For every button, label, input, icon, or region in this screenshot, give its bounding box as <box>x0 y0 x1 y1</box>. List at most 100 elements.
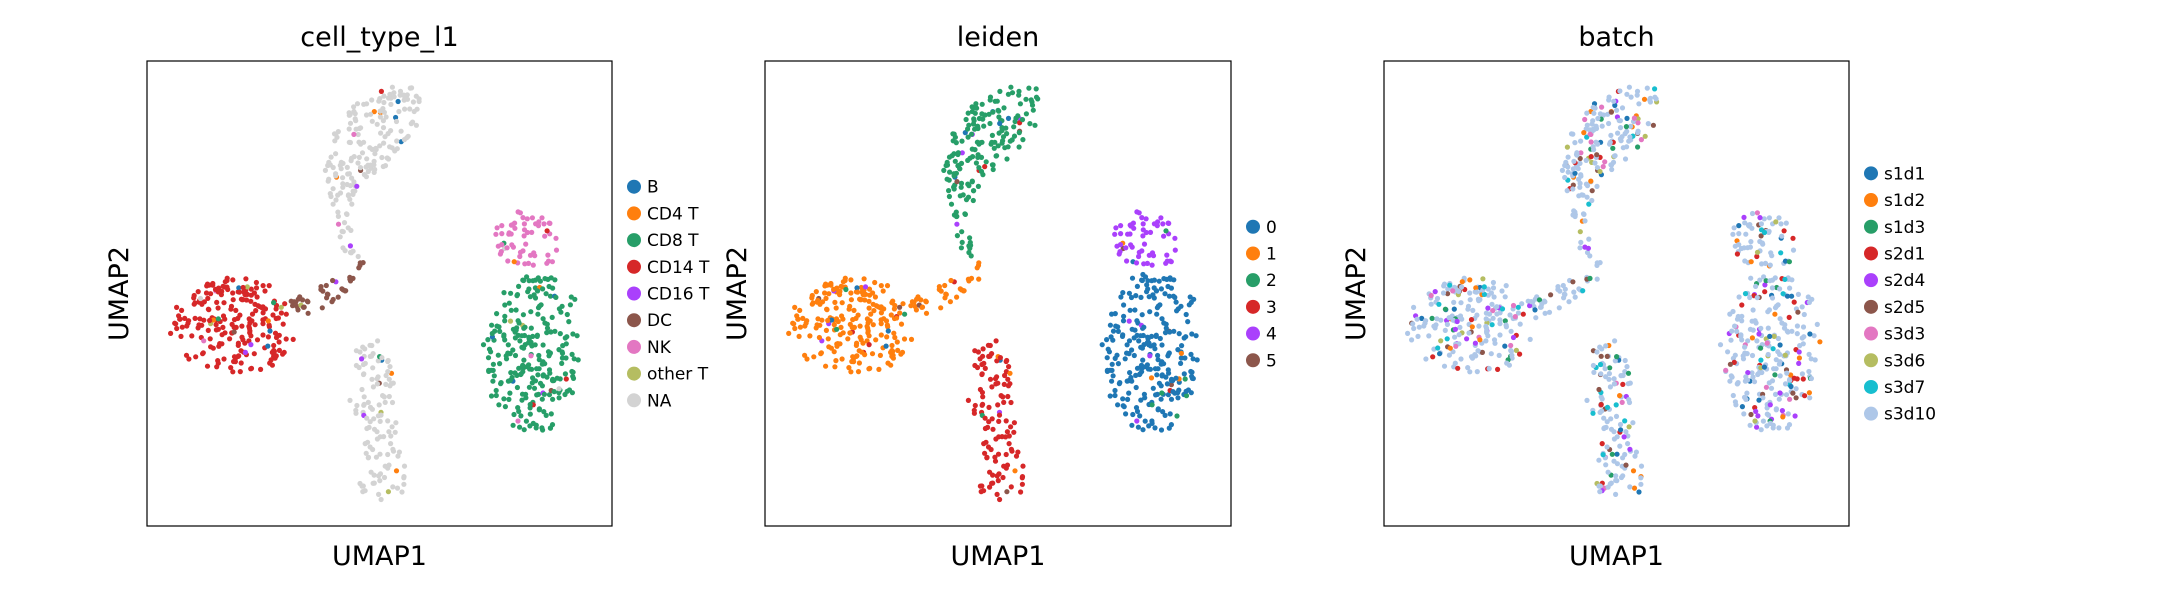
umap-point <box>1742 378 1748 384</box>
umap-point <box>519 364 525 370</box>
umap-point <box>1181 371 1187 377</box>
umap-point <box>908 336 915 342</box>
umap-point <box>982 450 988 456</box>
umap-point <box>1593 139 1599 145</box>
umap-point <box>200 350 206 356</box>
umap-point <box>1176 331 1182 337</box>
umap-point <box>1486 311 1493 317</box>
umap-point <box>1152 366 1158 372</box>
umap-point <box>1784 293 1791 299</box>
umap-point <box>558 309 564 315</box>
umap-point <box>1120 396 1126 402</box>
umap-point <box>547 351 553 357</box>
legend-marker <box>1864 326 1878 341</box>
umap-point <box>982 415 988 421</box>
umap-point <box>1512 314 1518 320</box>
umap-point <box>1738 333 1744 339</box>
umap-point <box>1771 366 1777 372</box>
umap-point <box>394 138 400 144</box>
umap-point <box>1800 324 1807 330</box>
chart-panel: batchUMAP1UMAP2s1d1s1d2s1d3s2d1s2d4s2d5s… <box>1341 22 1936 572</box>
umap-point <box>1496 352 1502 358</box>
umap-point <box>534 333 540 339</box>
umap-point <box>219 332 225 338</box>
umap-point <box>966 278 972 284</box>
umap-point <box>1112 387 1118 394</box>
umap-point <box>340 184 346 190</box>
umap-point <box>958 245 965 251</box>
umap-point <box>983 159 989 165</box>
umap-point <box>1495 366 1501 372</box>
umap-point <box>1613 491 1619 497</box>
umap-point <box>361 172 367 178</box>
umap-point <box>197 295 204 302</box>
umap-point <box>1457 313 1464 319</box>
umap-point <box>353 410 359 416</box>
umap-point <box>242 349 248 355</box>
umap-point <box>989 416 995 422</box>
umap-point <box>1027 121 1033 127</box>
umap-point <box>839 300 845 306</box>
umap-point <box>360 483 366 489</box>
umap-point <box>1754 338 1760 344</box>
umap-point <box>495 243 501 249</box>
umap-point <box>1786 314 1792 320</box>
umap-point <box>536 366 542 372</box>
umap-point <box>1005 383 1012 389</box>
umap-point <box>981 360 987 366</box>
umap-point <box>803 320 809 326</box>
umap-point <box>1584 110 1590 116</box>
umap-point <box>493 387 499 394</box>
umap-point <box>1139 215 1145 221</box>
umap-point <box>918 297 924 303</box>
umap-point <box>997 496 1003 503</box>
umap-point <box>1475 348 1481 354</box>
umap-point <box>405 133 411 139</box>
umap-point <box>972 110 978 116</box>
umap-point <box>954 179 960 185</box>
umap-point <box>173 321 179 327</box>
umap-point <box>536 219 542 225</box>
umap-point <box>1016 144 1022 150</box>
umap-point <box>1458 300 1464 306</box>
umap-point <box>866 305 872 311</box>
umap-point <box>1472 352 1478 358</box>
umap-point <box>1619 399 1625 405</box>
legend-label: CD14 T <box>647 258 710 278</box>
umap-point <box>254 337 261 343</box>
umap-point <box>941 167 947 173</box>
umap-point <box>1441 363 1448 369</box>
umap-point <box>361 101 367 107</box>
umap-point <box>539 215 545 221</box>
umap-point <box>1783 220 1789 226</box>
umap-point <box>952 158 958 164</box>
umap-point <box>1127 370 1133 376</box>
umap-point <box>1129 326 1135 332</box>
umap-point <box>1152 346 1158 352</box>
umap-point <box>210 317 217 323</box>
umap-point <box>328 154 334 160</box>
umap-point <box>1723 367 1729 373</box>
umap-point <box>224 275 230 281</box>
umap-point <box>242 292 248 298</box>
umap-point <box>1159 316 1165 322</box>
umap-point <box>1799 304 1805 310</box>
umap-point <box>502 302 508 308</box>
legend-label: s3d6 <box>1884 351 1925 371</box>
umap-point <box>512 352 519 359</box>
umap-point <box>954 233 961 239</box>
umap-point <box>351 104 357 110</box>
umap-point <box>994 153 1000 159</box>
umap-point <box>526 286 532 292</box>
umap-point <box>832 299 838 305</box>
umap-point <box>1758 325 1764 331</box>
umap-point <box>878 310 885 316</box>
umap-point <box>340 160 346 166</box>
umap-point <box>1527 303 1533 309</box>
umap-point <box>319 305 325 311</box>
umap-point <box>1168 285 1174 291</box>
umap-point <box>993 338 999 344</box>
umap-point <box>567 302 574 308</box>
y-axis-label: UMAP2 <box>722 246 753 341</box>
